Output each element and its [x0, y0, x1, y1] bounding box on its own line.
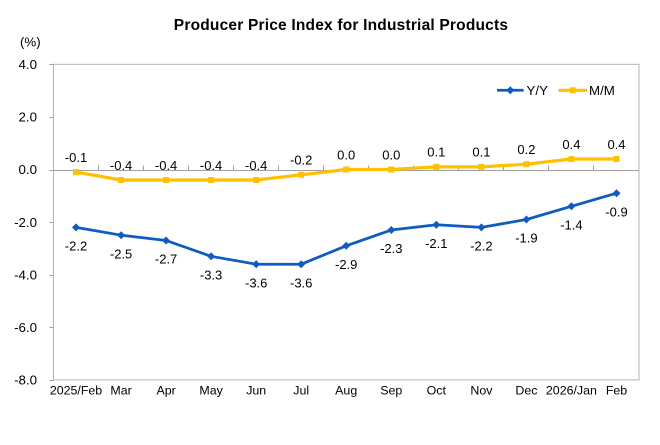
- svg-text:Apr: Apr: [156, 383, 175, 397]
- svg-text:0.4: 0.4: [562, 137, 580, 152]
- svg-text:0.4: 0.4: [607, 137, 625, 152]
- svg-text:Nov: Nov: [470, 383, 493, 397]
- svg-text:-3.6: -3.6: [290, 275, 312, 290]
- svg-text:Oct: Oct: [427, 383, 447, 397]
- svg-text:Sep: Sep: [380, 383, 402, 397]
- svg-text:-2.3: -2.3: [380, 241, 402, 256]
- svg-text:-0.4: -0.4: [155, 158, 177, 173]
- svg-text:0.2: 0.2: [517, 142, 535, 157]
- svg-text:-2.2: -2.2: [65, 239, 87, 254]
- svg-text:0.0: 0.0: [337, 147, 355, 162]
- svg-text:Jul: Jul: [293, 383, 309, 397]
- svg-text:0.0: 0.0: [382, 147, 400, 162]
- svg-text:-0.4: -0.4: [245, 158, 267, 173]
- svg-text:-3.3: -3.3: [200, 267, 222, 282]
- svg-text:M/M: M/M: [589, 83, 615, 98]
- svg-text:-2.5: -2.5: [110, 246, 132, 261]
- svg-text:Producer Price Index for Indus: Producer Price Index for Industrial Prod…: [174, 17, 508, 34]
- svg-text:-2.0: -2.0: [14, 215, 37, 230]
- svg-text:-3.6: -3.6: [245, 275, 267, 290]
- svg-text:Y/Y: Y/Y: [527, 83, 549, 98]
- svg-text:-0.4: -0.4: [200, 158, 222, 173]
- svg-text:-2.2: -2.2: [470, 239, 492, 254]
- svg-text:0.0: 0.0: [19, 162, 38, 177]
- svg-text:-1.9: -1.9: [515, 231, 537, 246]
- svg-text:2.0: 2.0: [19, 110, 38, 125]
- svg-text:2026/Jan: 2026/Jan: [546, 383, 597, 397]
- svg-text:Jun: Jun: [246, 383, 266, 397]
- svg-text:May: May: [199, 383, 223, 397]
- svg-text:-1.4: -1.4: [560, 217, 582, 232]
- svg-text:-4.0: -4.0: [14, 267, 37, 282]
- svg-text:Feb: Feb: [606, 383, 627, 397]
- svg-text:-8.0: -8.0: [14, 373, 37, 388]
- svg-text:-2.9: -2.9: [335, 257, 357, 272]
- svg-text:0.1: 0.1: [427, 145, 445, 160]
- svg-text:-0.9: -0.9: [605, 204, 627, 219]
- svg-text:-2.1: -2.1: [425, 236, 447, 251]
- svg-text:-0.1: -0.1: [65, 150, 87, 165]
- svg-text:-2.7: -2.7: [155, 252, 177, 267]
- svg-text:(%): (%): [20, 35, 41, 50]
- svg-text:0.1: 0.1: [472, 145, 490, 160]
- svg-text:-0.2: -0.2: [290, 153, 312, 168]
- svg-text:-0.4: -0.4: [110, 158, 132, 173]
- svg-text:-6.0: -6.0: [14, 320, 37, 335]
- svg-text:4.0: 4.0: [19, 57, 38, 72]
- svg-text:2025/Feb: 2025/Feb: [50, 383, 102, 397]
- svg-text:Dec: Dec: [515, 383, 537, 397]
- svg-text:Mar: Mar: [110, 383, 131, 397]
- svg-text:Aug: Aug: [335, 383, 357, 397]
